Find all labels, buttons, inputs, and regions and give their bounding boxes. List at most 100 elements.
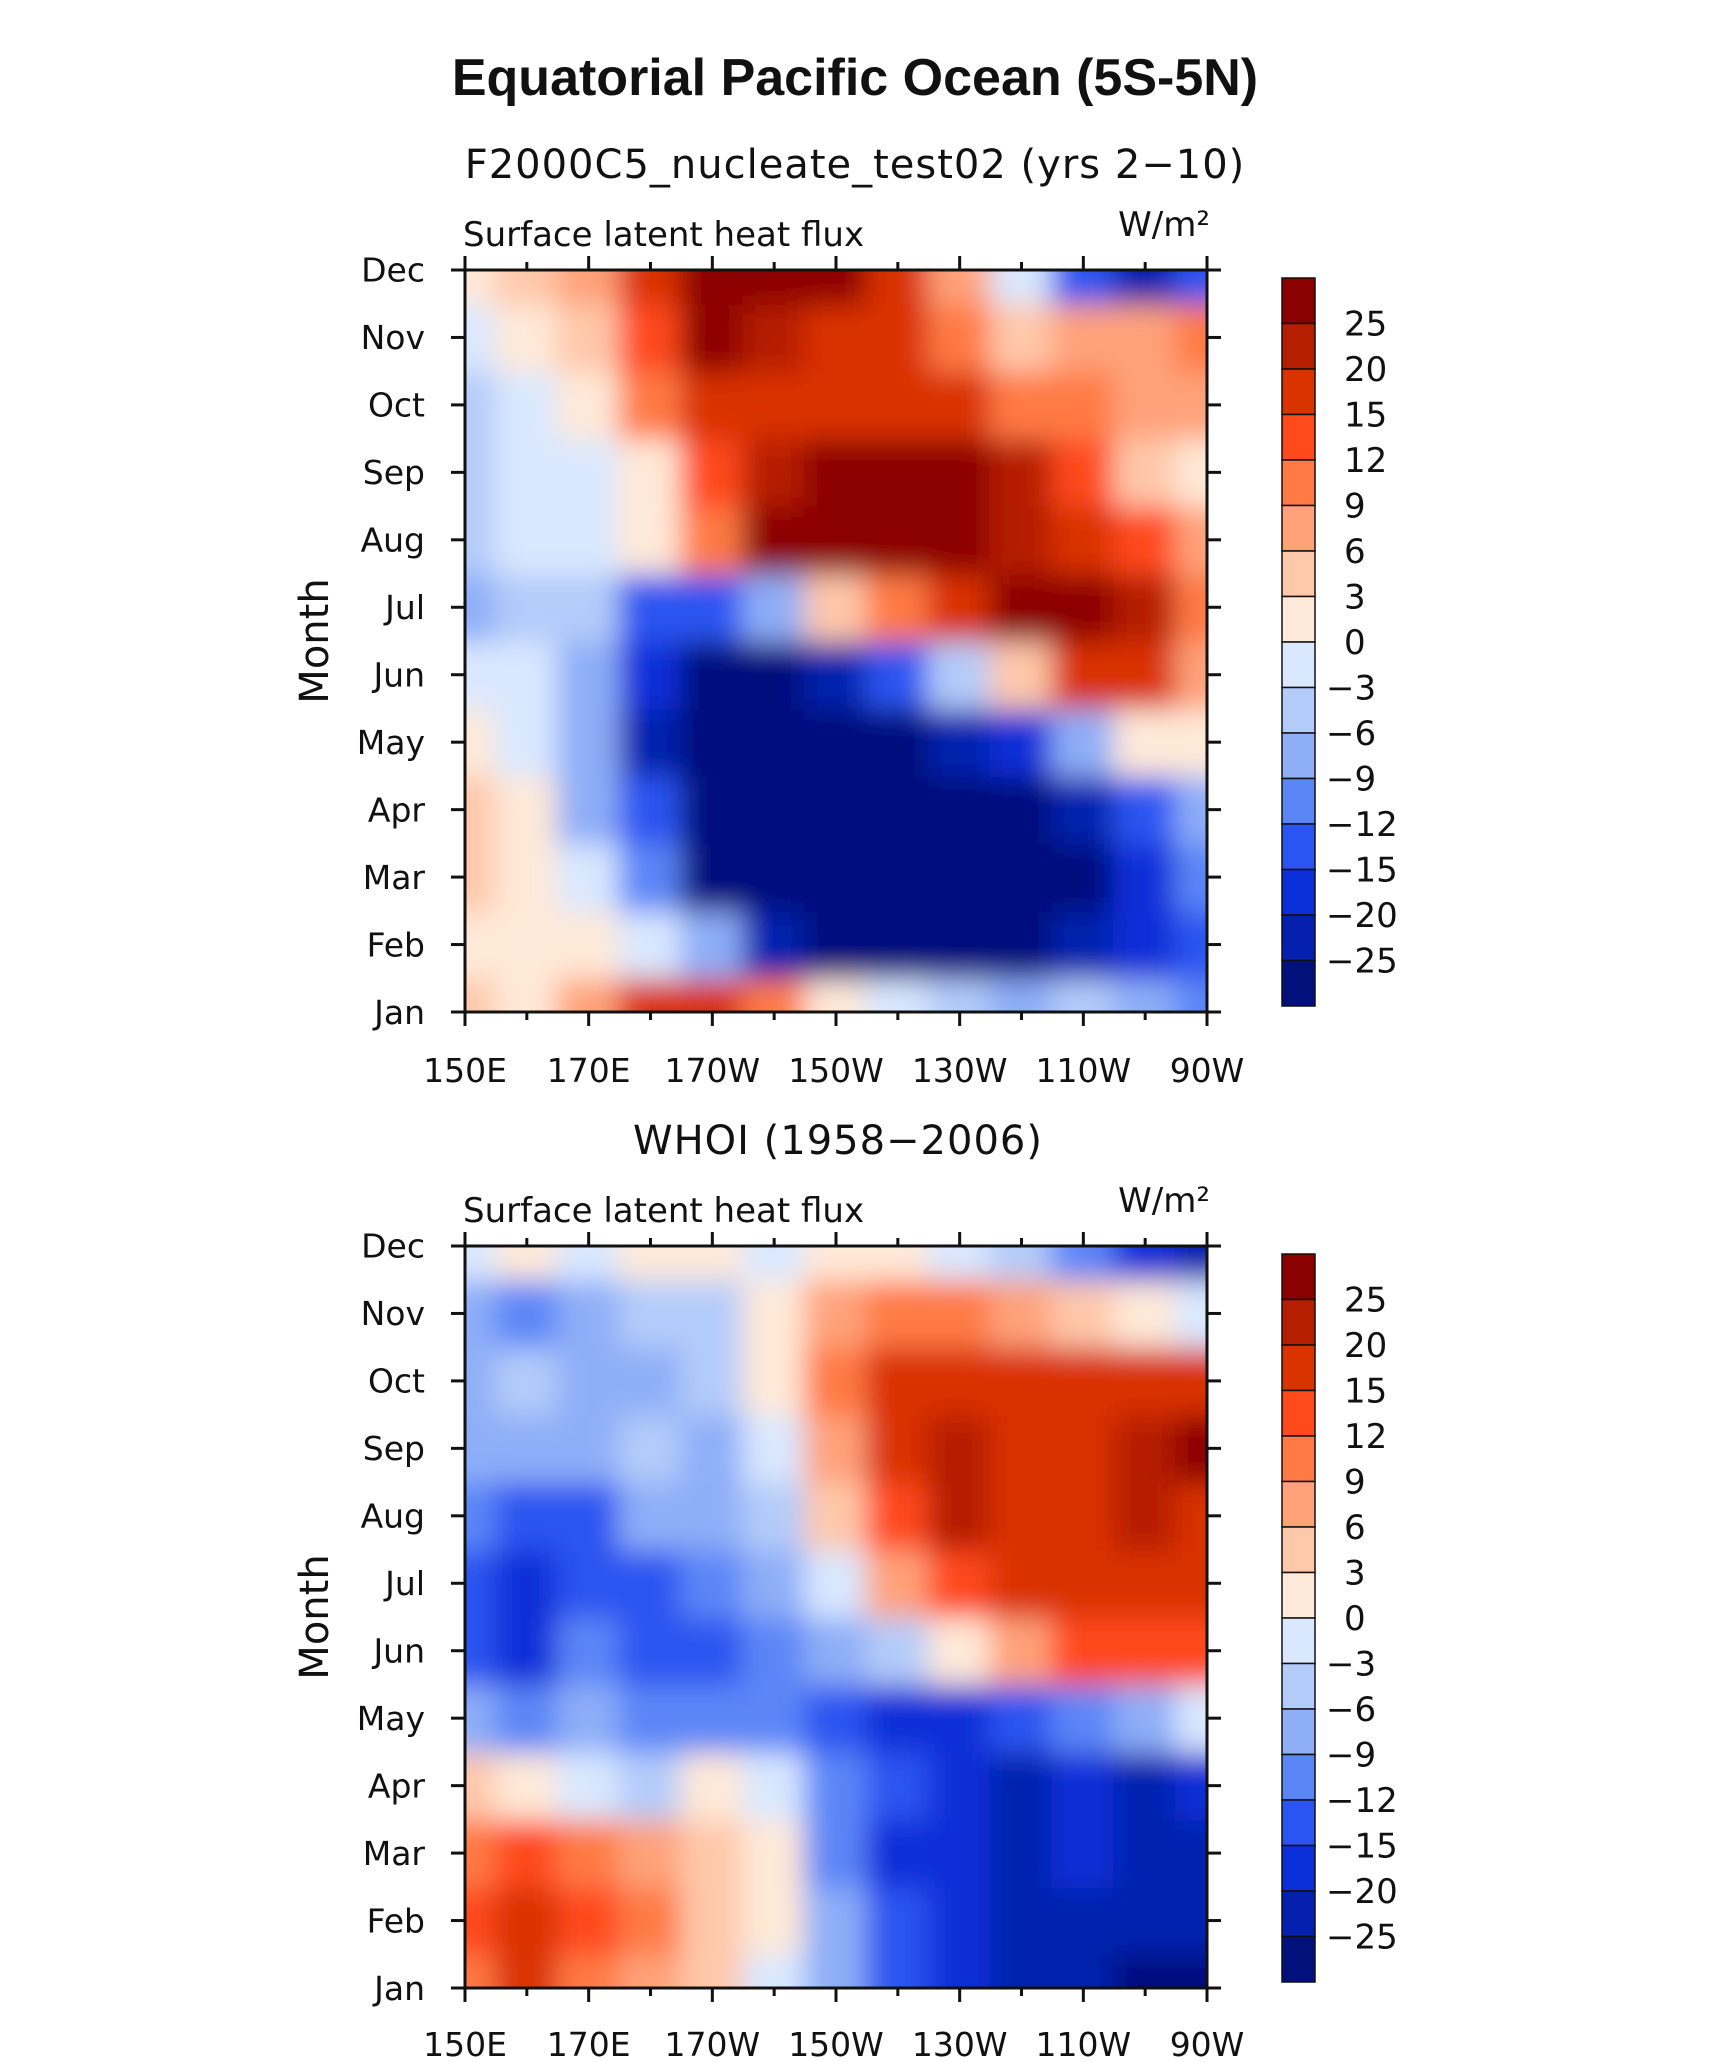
heat-cell bbox=[927, 774, 992, 845]
heat-cell bbox=[865, 1750, 930, 1821]
heat-cell bbox=[989, 774, 1054, 845]
colorbar-box bbox=[1281, 368, 1316, 416]
heat-cell bbox=[1051, 1246, 1116, 1281]
heat-cell bbox=[927, 1246, 992, 1281]
heat-cell bbox=[804, 437, 868, 508]
heat-cell bbox=[865, 505, 930, 575]
colorbar-label: 20 bbox=[1344, 350, 1387, 390]
heat-cell bbox=[556, 1616, 621, 1686]
heat-cell bbox=[494, 842, 559, 912]
heat-cell bbox=[927, 370, 992, 440]
heat-cell bbox=[927, 1481, 992, 1551]
heat-cell bbox=[494, 909, 559, 980]
heat-cell bbox=[680, 302, 745, 373]
heat-cell bbox=[680, 437, 745, 508]
heat-cell bbox=[927, 1818, 992, 1888]
colorbar-box bbox=[1281, 550, 1316, 598]
heat-cell bbox=[804, 909, 868, 980]
colorbar-box bbox=[1281, 823, 1316, 871]
colorbar-label: 6 bbox=[1344, 1508, 1366, 1548]
heat-cell bbox=[1113, 572, 1178, 642]
heat-cell bbox=[865, 774, 930, 845]
heat-cell bbox=[465, 1750, 497, 1821]
heat-cell bbox=[465, 774, 497, 845]
heat-cell bbox=[989, 1346, 1054, 1416]
heat-cell bbox=[1051, 909, 1116, 980]
heat-cell bbox=[618, 1278, 683, 1349]
x-tick-label: 90W bbox=[1170, 1051, 1245, 1090]
heat-cell bbox=[804, 1548, 868, 1618]
heat-cell bbox=[865, 1953, 930, 1988]
colorbar-box bbox=[1281, 914, 1316, 962]
heat-cell bbox=[465, 1885, 497, 1956]
heat-cell bbox=[865, 1481, 930, 1551]
colorbar-box bbox=[1281, 277, 1316, 325]
heat-cell bbox=[556, 1413, 621, 1484]
heat-cell bbox=[865, 1616, 930, 1686]
heat-cell bbox=[556, 370, 621, 440]
heat-cell bbox=[556, 302, 621, 373]
heat-cell bbox=[1113, 1548, 1178, 1618]
colorbar-label: 3 bbox=[1344, 578, 1366, 618]
y-tick-label: Mar bbox=[363, 1834, 426, 1873]
heat-cell bbox=[618, 977, 683, 1012]
colorbar-label: 6 bbox=[1344, 532, 1366, 572]
heat-cell bbox=[742, 977, 807, 1012]
heat-cell bbox=[804, 302, 868, 373]
colorbar-box bbox=[1281, 686, 1316, 734]
colorbar-box bbox=[1281, 1890, 1316, 1938]
heatmap-cells bbox=[465, 1246, 1207, 1988]
colorbar-box bbox=[1281, 1844, 1316, 1892]
heat-cell bbox=[742, 1346, 807, 1416]
colorbar-box bbox=[1281, 595, 1316, 643]
heat-cell bbox=[494, 1246, 559, 1281]
colorbar-label: 0 bbox=[1344, 1599, 1366, 1639]
heat-cell bbox=[927, 1683, 992, 1753]
heat-cell bbox=[1051, 1548, 1116, 1618]
heat-cell bbox=[1175, 1683, 1207, 1753]
heat-cell bbox=[1113, 270, 1178, 305]
heat-cell bbox=[989, 437, 1054, 508]
x-tick-label: 170E bbox=[547, 2025, 631, 2062]
heat-cell bbox=[618, 1616, 683, 1686]
heat-cell bbox=[927, 572, 992, 642]
heat-cell bbox=[927, 707, 992, 777]
heat-cell bbox=[494, 1683, 559, 1753]
heat-cell bbox=[680, 1548, 745, 1618]
heat-cell bbox=[1175, 1885, 1207, 1956]
heat-cell bbox=[865, 1885, 930, 1956]
heat-cell bbox=[494, 1346, 559, 1416]
heat-cell bbox=[618, 1481, 683, 1551]
heat-cell bbox=[556, 1346, 621, 1416]
heat-cell bbox=[927, 1413, 992, 1484]
heat-cell bbox=[1113, 370, 1178, 440]
heat-cell bbox=[742, 640, 807, 710]
colorbar-label: −25 bbox=[1326, 942, 1398, 982]
units-label: W/m² bbox=[1118, 205, 1210, 245]
y-tick-label: Nov bbox=[361, 1294, 425, 1333]
colorbar-box bbox=[1281, 732, 1316, 780]
colorbar-box bbox=[1281, 1389, 1316, 1437]
heat-cell bbox=[465, 1616, 497, 1686]
heat-cell bbox=[1051, 1683, 1116, 1753]
colorbar-label: −25 bbox=[1326, 1918, 1398, 1958]
heat-cell bbox=[989, 505, 1054, 575]
heat-cell bbox=[680, 1246, 745, 1281]
heat-cell bbox=[680, 1818, 745, 1888]
colorbar-label: −20 bbox=[1326, 1872, 1398, 1912]
heat-cell bbox=[494, 1616, 559, 1686]
colorbar-box bbox=[1281, 504, 1316, 552]
colorbar: 25 20 15 12 9 6 3 0 −3 −6 −9 −12 −15 −20… bbox=[1281, 277, 1398, 1007]
y-tick-label: Aug bbox=[361, 521, 425, 560]
heat-cell bbox=[1175, 640, 1207, 710]
y-tick-label: Jun bbox=[371, 1632, 425, 1671]
axis-ticks bbox=[451, 256, 1221, 1026]
x-tick-label: 90W bbox=[1170, 2025, 1245, 2062]
heat-cell bbox=[680, 774, 745, 845]
colorbar-box bbox=[1281, 777, 1316, 825]
heat-cell bbox=[618, 437, 683, 508]
heat-cell bbox=[1051, 437, 1116, 508]
y-tick-label: Aug bbox=[361, 1497, 425, 1536]
heat-cell bbox=[989, 640, 1054, 710]
